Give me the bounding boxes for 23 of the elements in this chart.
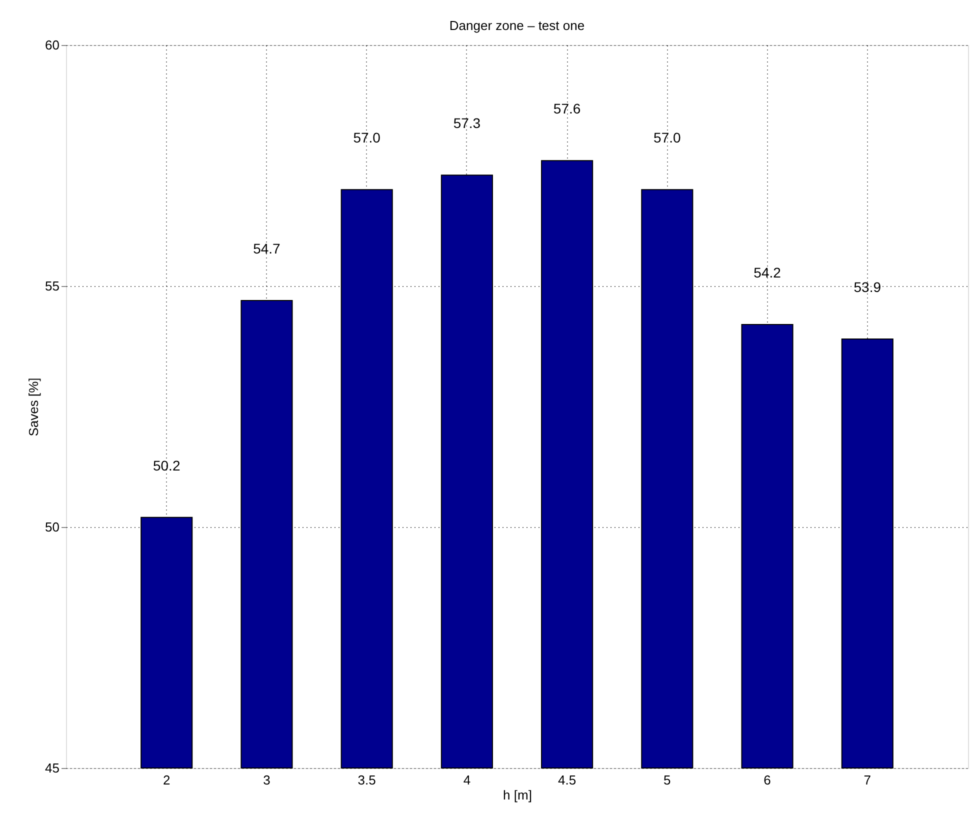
- chart-title: Danger zone – test one: [449, 18, 585, 33]
- x-tick-label: 2: [162, 772, 170, 788]
- y-tick-label: 55: [45, 278, 60, 294]
- x-axis-title: h [m]: [503, 788, 532, 802]
- data-label: 57.3: [453, 115, 481, 132]
- x-tick-label: 6: [764, 772, 771, 788]
- data-label: 57.0: [353, 130, 381, 146]
- x-tick-label: 7: [864, 772, 872, 788]
- y-tick-label: 50: [45, 520, 60, 534]
- data-label: 54.2: [754, 264, 782, 281]
- y-tick-label: 60: [45, 38, 60, 52]
- x-tick-label: 3: [263, 772, 270, 788]
- data-label: 57.0: [654, 130, 682, 146]
- x-tick-label: 3.5: [358, 772, 376, 788]
- x-tick-label: 4: [463, 772, 471, 788]
- data-label: 50.2: [152, 457, 180, 474]
- data-label: 57.6: [553, 100, 581, 117]
- x-tick-label: 5: [664, 772, 671, 788]
- data-label: 54.7: [253, 240, 281, 256]
- x-tick-label: 4.5: [558, 772, 576, 788]
- y-axis-title: Saves [%]: [26, 378, 42, 436]
- y-tick-label: 45: [45, 760, 60, 776]
- data-label: 53.9: [854, 279, 882, 296]
